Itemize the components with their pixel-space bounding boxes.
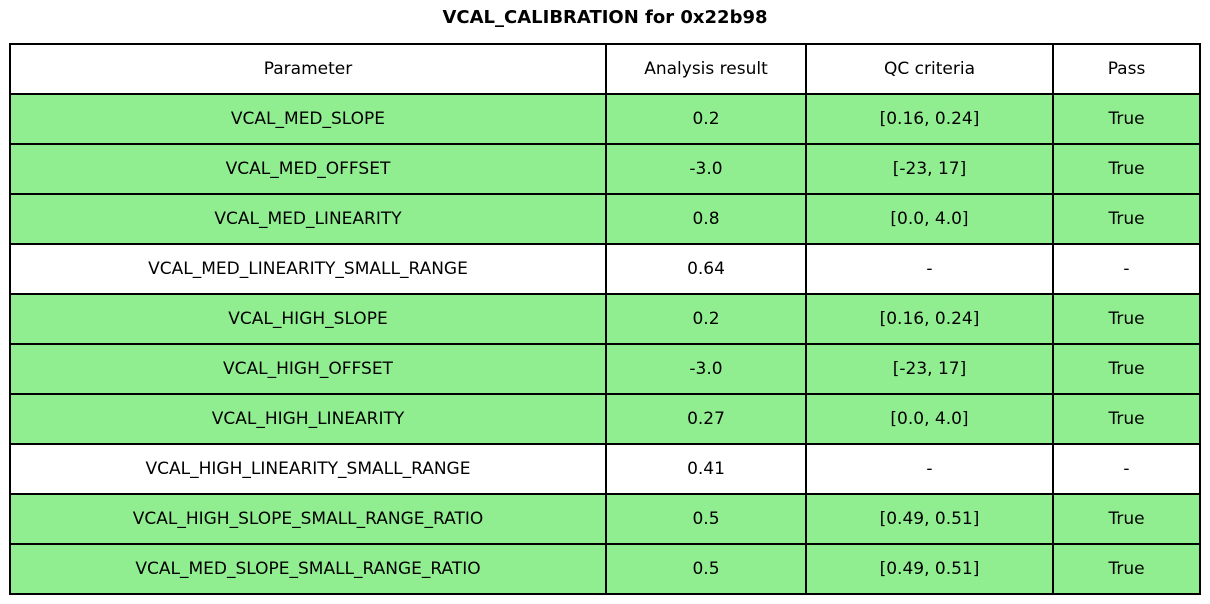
pass-cell: True [1052,93,1201,145]
parameter-cell: VCAL_MED_SLOPE_SMALL_RANGE_RATIO [9,543,607,595]
parameter-cell: VCAL_HIGH_LINEARITY_SMALL_RANGE [9,443,607,495]
analysis-result-cell: -3.0 [605,343,807,395]
parameter-cell: VCAL_HIGH_SLOPE [9,293,607,345]
table-row: VCAL_HIGH_LINEARITY 0.27 [0.0, 4.0] True [9,393,1201,445]
analysis-result-cell: 0.5 [605,543,807,595]
column-header-analysis-result: Analysis result [605,43,807,95]
analysis-result-cell: 0.8 [605,193,807,245]
analysis-result-cell: 0.27 [605,393,807,445]
qc-table-body: VCAL_MED_SLOPE 0.2 [0.16, 0.24] True VCAL_ME… [9,93,1201,595]
qc-criteria-cell: - [805,443,1054,495]
parameter-cell: VCAL_HIGH_LINEARITY [9,393,607,445]
column-header-pass: Pass [1052,43,1201,95]
analysis-result-cell: 0.64 [605,243,807,295]
qc-criteria-cell: - [805,243,1054,295]
pass-cell: True [1052,393,1201,445]
page-title: VCAL_CALIBRATION for 0x22b98 [442,7,768,28]
pass-cell: True [1052,493,1201,545]
analysis-result-cell: 0.2 [605,93,807,145]
parameter-cell: VCAL_MED_OFFSET [9,143,607,195]
pass-cell: True [1052,193,1201,245]
qc-results-table: Parameter Analysis result QC criteria Pa… [9,43,1201,595]
table-row: VCAL_HIGH_SLOPE_SMALL_RANGE_RATIO 0.5 [0.4… [9,493,1201,545]
pass-cell: - [1052,443,1201,495]
qc-criteria-cell: [-23, 17] [805,343,1054,395]
pass-cell: - [1052,243,1201,295]
parameter-cell: VCAL_MED_LINEARITY_SMALL_RANGE [9,243,607,295]
pass-cell: True [1052,293,1201,345]
analysis-result-cell: 0.2 [605,293,807,345]
table-row: VCAL_HIGH_LINEARITY_SMALL_RANGE 0.41- - [9,443,1201,495]
analysis-result-cell: 0.41 [605,443,807,495]
table-row: VCAL_MED_OFFSET -3.0 [-23, 17] True [9,143,1201,195]
table-row: VCAL_MED_LINEARITY 0.8 [0.0, 4.0] True [9,193,1201,245]
parameter-cell: VCAL_MED_SLOPE [9,93,607,145]
table-row: VCAL_MED_SLOPE 0.2 [0.16, 0.24] True [9,93,1201,145]
qc-criteria-cell: [0.16, 0.24] [805,293,1054,345]
qc-criteria-cell: [0.49, 0.51] [805,493,1054,545]
pass-cell: True [1052,543,1201,595]
pass-cell: True [1052,343,1201,395]
column-header-parameter: Parameter [9,43,607,95]
pass-cell: True [1052,143,1201,195]
column-header-qc-criteria: QC criteria [805,43,1054,95]
table-row: VCAL_MED_SLOPE_SMALL_RANGE_RATIO 0.5 [0.49… [9,543,1201,595]
table-row: VCAL_MED_LINEARITY_SMALL_RANGE 0.64- - [9,243,1201,295]
header-row: Parameter Analysis result QC criteria Pa… [9,43,1201,95]
qc-criteria-cell: [0.0, 4.0] [805,393,1054,445]
qc-criteria-cell: [0.49, 0.51] [805,543,1054,595]
qc-criteria-cell: [0.0, 4.0] [805,193,1054,245]
analysis-result-cell: -3.0 [605,143,807,195]
parameter-cell: VCAL_HIGH_SLOPE_SMALL_RANGE_RATIO [9,493,607,545]
table-row: VCAL_HIGH_OFFSET -3.0 [-23, 17] True [9,343,1201,395]
parameter-cell: VCAL_MED_LINEARITY [9,193,607,245]
analysis-result-cell: 0.5 [605,493,807,545]
qc-criteria-cell: [-23, 17] [805,143,1054,195]
parameter-cell: VCAL_HIGH_OFFSET [9,343,607,395]
table-row: VCAL_HIGH_SLOPE 0.2 [0.16, 0.24] True [9,293,1201,345]
qc-criteria-cell: [0.16, 0.24] [805,93,1054,145]
